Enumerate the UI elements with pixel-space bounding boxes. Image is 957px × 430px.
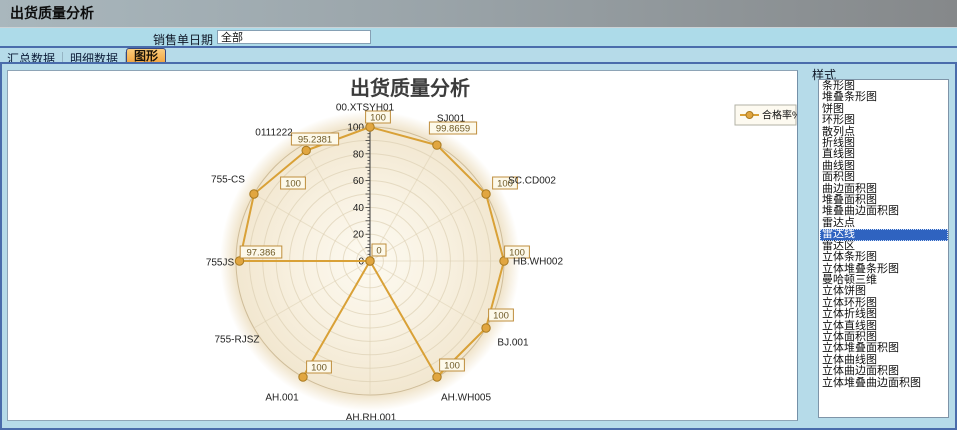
style-option[interactable]: 折线图 [822, 137, 855, 150]
value-label: 100 [493, 311, 509, 322]
value-label: 99.8659 [436, 124, 470, 135]
tab-page-chart: 0 20 40 60 80 100 100 99.8659 100 100 100 100 0 100 97… [0, 62, 957, 430]
value-label: 100 [509, 248, 525, 259]
category-label: 00.XTSYH01 [336, 103, 395, 114]
value-label-box [439, 358, 465, 372]
date-filter-input[interactable] [217, 30, 371, 44]
value-label: 97.386 [246, 248, 275, 259]
axis-tick-label: 100 [347, 123, 364, 134]
style-option[interactable]: 雷达区 [822, 239, 855, 252]
style-option[interactable]: 立体环形图 [822, 296, 877, 309]
legend-label: 合格率% [762, 109, 797, 122]
value-label-box [306, 360, 332, 374]
category-label: AH.RH.001 [346, 413, 397, 421]
value-label-box [371, 243, 387, 257]
value-label-box [488, 308, 514, 322]
style-option[interactable]: 环形图 [822, 114, 855, 127]
chart-title: 出货质量分析 [350, 76, 470, 100]
value-label-box [428, 121, 478, 135]
value-label: 100 [285, 179, 301, 190]
tab-strip: 汇总数据 明细数据 图形 [0, 48, 957, 66]
data-point [432, 372, 442, 382]
data-point [432, 140, 442, 150]
style-option[interactable]: 雷达线 [820, 228, 948, 241]
title-bar: 出货质量分析 [0, 0, 957, 28]
category-label: SC.CD002 [508, 176, 556, 187]
category-label: 0111222 [255, 128, 293, 139]
value-label: 0 [376, 246, 381, 257]
data-point [365, 122, 375, 132]
category-label: 755-CS [211, 175, 245, 186]
data-point [481, 189, 491, 199]
value-label-box [290, 132, 340, 146]
style-option[interactable]: 立体堆叠面积图 [822, 342, 899, 355]
value-label: 100 [444, 361, 460, 372]
category-label: SJ001 [437, 114, 466, 125]
style-option[interactable]: 曼哈顿三维 [822, 273, 877, 286]
style-option[interactable]: 立体曲线图 [822, 353, 877, 366]
value-label-box [504, 245, 530, 259]
chart-panel: 0 20 40 60 80 100 100 99.8659 100 100 100 100 0 100 97… [7, 70, 801, 424]
value-label: 100 [311, 363, 327, 374]
axis-tick-label: 20 [353, 230, 365, 241]
value-label: 100 [370, 113, 386, 124]
category-labels: 00.XTSYH01 SJ001 SC.CD002 HB.WH002 BJ.001 AH.… [206, 103, 564, 424]
value-label: 100 [497, 179, 513, 190]
data-point [481, 323, 491, 333]
legend-marker-icon [745, 111, 754, 119]
style-option[interactable]: 直线图 [822, 148, 855, 161]
data-point [249, 189, 259, 199]
style-option[interactable]: 立体面积图 [822, 330, 877, 343]
value-labels: 100 99.8659 100 100 100 100 0 100 97.386 100 95.23… [239, 110, 530, 374]
category-label: HB.WH002 [513, 257, 563, 268]
value-label-box [365, 110, 391, 124]
style-option[interactable]: 堆叠曲边面积图 [822, 205, 899, 218]
value-label-box [239, 245, 283, 259]
data-point [234, 256, 245, 266]
data-point [301, 145, 311, 156]
chart-legend: 合格率% [734, 104, 801, 126]
category-label: AH.WH005 [441, 393, 491, 404]
page-title: 出货质量分析 [10, 5, 94, 21]
style-option[interactable]: 立体曲边面积图 [822, 365, 899, 378]
style-option[interactable]: 曲线图 [822, 159, 855, 172]
style-option[interactable]: 面积图 [822, 171, 855, 184]
style-option[interactable]: 立体折线图 [822, 308, 877, 321]
style-option[interactable]: 立体条形图 [822, 251, 877, 264]
category-label: 755JS [206, 258, 235, 269]
category-label: AH.001 [265, 393, 299, 404]
category-label: 755-RJSZ [214, 335, 259, 346]
data-point [365, 256, 375, 266]
style-option[interactable]: 散列点 [822, 125, 855, 138]
style-option[interactable]: 雷达点 [822, 216, 855, 229]
tab-chart[interactable]: 图形 [126, 48, 167, 64]
axis-tick-label: 40 [353, 203, 365, 214]
style-option[interactable]: 立体直线图 [822, 319, 877, 332]
date-filter-label: 销售单日期 [152, 33, 213, 47]
data-point [499, 256, 509, 266]
axis-tick-label: 80 [353, 149, 365, 160]
style-option[interactable]: 立体堆叠条形图 [822, 262, 899, 275]
axis-tick-label: 60 [353, 176, 365, 187]
series-markers [234, 122, 509, 382]
style-option[interactable]: 曲边面积图 [822, 182, 877, 195]
style-option[interactable]: 立体堆叠曲边面积图 [822, 376, 921, 389]
style-option[interactable]: 饼图 [822, 102, 844, 115]
value-label-box [492, 176, 518, 190]
filter-bar: 销售单日期 [0, 28, 957, 48]
style-panel-title: 样式 [812, 68, 837, 82]
style-option[interactable]: 堆叠面积图 [822, 194, 877, 207]
style-option[interactable]: 立体饼图 [822, 285, 866, 298]
value-label-box [280, 176, 306, 190]
category-label: BJ.001 [497, 338, 529, 349]
style-option[interactable]: 堆叠条形图 [822, 91, 877, 104]
data-point [298, 372, 308, 382]
style-option[interactable]: 条形图 [822, 80, 855, 92]
value-label: 95.2381 [298, 135, 332, 146]
chart-style-listbox[interactable]: 条形图 堆叠条形图 饼图 环形图 散列点 折线图 直线图 曲线图 面积图 曲边面积图 堆叠面积图 堆叠… [818, 79, 949, 418]
